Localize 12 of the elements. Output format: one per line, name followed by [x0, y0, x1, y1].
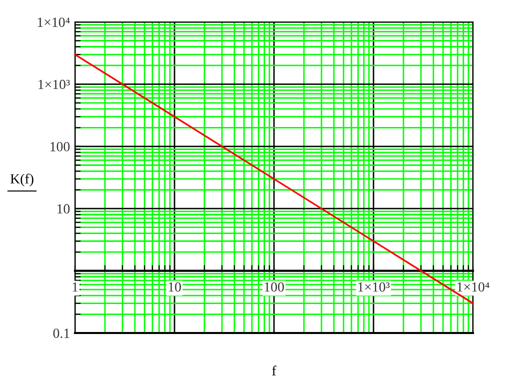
x-tick-label: 1×10⁴	[457, 282, 490, 292]
x-tick-label: 1	[72, 282, 78, 292]
y-tick-label: 0.1	[53, 328, 70, 338]
y-tick-label: 100	[50, 142, 70, 152]
y-tick-label: 1×10³	[38, 80, 70, 90]
y-tick-label: 10	[57, 204, 70, 214]
x-tick-label: 100	[264, 282, 284, 292]
y-tick-label: 1×10⁴	[38, 18, 70, 27]
x-tick-label: 1×10³	[358, 282, 390, 292]
x-axis-title: f	[272, 366, 276, 376]
x-tick-label: 10	[168, 282, 181, 292]
y-axis-title: K(f)	[10, 174, 34, 186]
